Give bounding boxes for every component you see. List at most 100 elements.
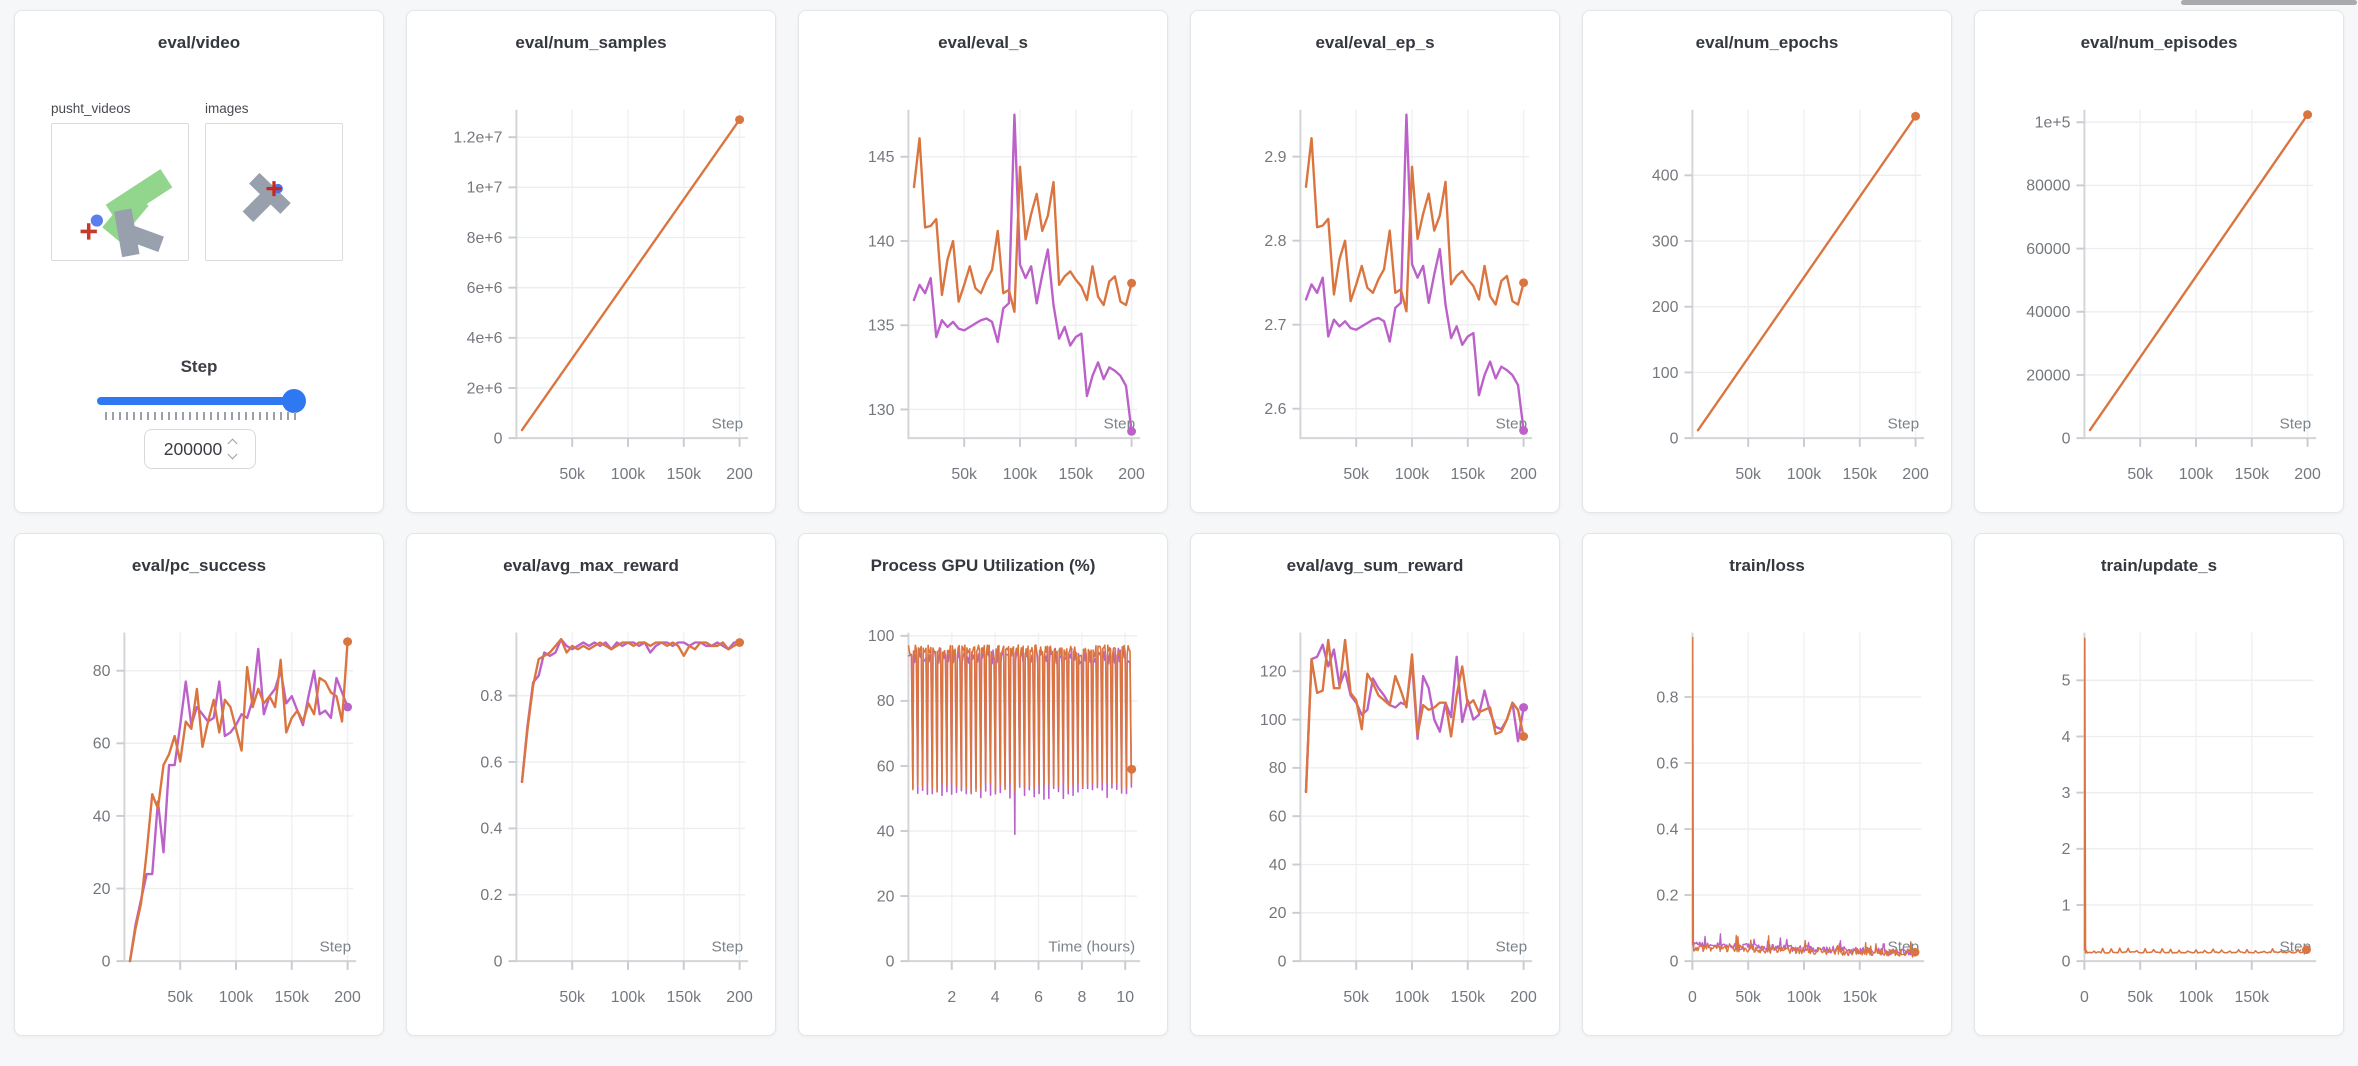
chart-svg: 50k 100k 150k 200 0 20 40 60 80 Step	[93, 632, 361, 1006]
x-tick-labels: 50k 100k 150k 200	[559, 961, 753, 1006]
x-tick-labels: 50k 100k 150k 200	[167, 961, 361, 1006]
purple-run-line-end-dot	[1127, 427, 1137, 436]
panel-title: Process GPU Utilization (%)	[870, 556, 1096, 575]
panel-title: train/loss	[1729, 556, 1805, 575]
step-slider[interactable]	[97, 389, 306, 413]
panel-title: eval/num_episodes	[2080, 33, 2238, 52]
orange-run-line	[2083, 637, 2308, 954]
x-tick-label: 150k	[1843, 989, 1878, 1006]
panel-title: eval/pc_success	[131, 556, 267, 575]
x-axis-title: Step	[711, 939, 743, 956]
x-tick-label: 100k	[1003, 466, 1038, 483]
orange-run-line-end-dot	[1910, 947, 1920, 957]
line-chart-train-loss[interactable]: 0 50k 100k 150k 0 0.2 0.4 0.6 0.8 Step	[1583, 584, 1951, 1035]
gridlines	[516, 109, 746, 439]
orange-run-line	[1304, 137, 1525, 313]
line-chart-eval-eval-ep-s[interactable]: 50k 100k 150k 200 2.6 2.7 2.8 2.9 Step	[1191, 61, 1559, 512]
x-tick-label: 150k	[2235, 989, 2270, 1006]
stepper-up-icon[interactable]	[227, 438, 238, 449]
y-tick-label: 4e+6	[467, 330, 503, 347]
line-chart-eval-num-episodes[interactable]: 50k 100k 150k 200 0 20000 40000 60000 80000 1e+5 S…	[1975, 61, 2343, 512]
y-tick-label: 80	[93, 663, 111, 680]
y-tick-label: 100	[1652, 365, 1679, 382]
y-tick-label: 0	[1670, 431, 1679, 448]
panel-process-gpu-utilization: Process GPU Utilization (%) 2 4 6 8 10 0 20 40 6…	[798, 533, 1168, 1036]
y-tick-label: 60	[93, 736, 111, 753]
y-tick-label: 40	[93, 808, 111, 825]
x-tick-label: 8	[1077, 989, 1086, 1006]
x-tick-labels: 50k 100k 150k 200	[559, 438, 753, 483]
orange-run-line-end-dot	[1519, 278, 1529, 288]
x-tick-label: 50k	[1735, 989, 1761, 1006]
line-chart-process-gpu-utilization[interactable]: 2 4 6 8 10 0 20 40 60 80 100 Time (hours)	[799, 584, 1167, 1035]
y-tick-label: 80000	[2026, 178, 2070, 195]
media-label-pusht-videos: pusht_videos	[51, 101, 131, 116]
panel-title: eval/avg_max_reward	[503, 556, 679, 575]
orange-run-line-end-dot	[735, 115, 745, 124]
y-tick-label: 4	[2062, 729, 2071, 746]
x-tick-label: 150k	[275, 989, 310, 1006]
purple-run-line	[1304, 643, 1525, 794]
y-tick-label: 40000	[2026, 304, 2070, 321]
x-tick-label: 6	[1034, 989, 1043, 1006]
y-tick-label: 300	[1652, 234, 1679, 251]
x-tick-label: 200	[1510, 466, 1537, 483]
x-tick-label: 200	[1510, 989, 1537, 1006]
line-chart-eval-num-epochs[interactable]: 50k 100k 150k 200 0 100 200 300 400 Step	[1583, 61, 1951, 512]
media-thumbnail-images[interactable]	[205, 123, 343, 261]
x-tick-label: 200	[2294, 466, 2321, 483]
chart-svg: 50k 100k 150k 200 130 135 140 145 Step	[868, 109, 1145, 483]
y-tick-label: 2	[2062, 841, 2071, 858]
y-tick-label: 60000	[2026, 241, 2070, 258]
purple-run-line	[912, 113, 1133, 433]
orange-run-line	[1696, 115, 1917, 432]
line-chart-eval-avg-max-reward[interactable]: 50k 100k 150k 200 0 0.2 0.4 0.6 0.8 Step	[407, 584, 775, 1035]
y-tick-label: 145	[868, 149, 895, 166]
orange-run-line	[907, 644, 1133, 793]
line-chart-eval-pc-success[interactable]: 50k 100k 150k 200 0 20 40 60 80 Step	[15, 584, 383, 1035]
y-tick-label: 8e+6	[467, 230, 503, 247]
orange-run-line	[1304, 638, 1525, 794]
stepper-down-icon[interactable]	[227, 449, 238, 460]
line-chart-eval-num-samples[interactable]: 50k 100k 150k 200 0 2e+6 4e+6 6e+6 8e+6 1e+7 1.2e+…	[407, 61, 775, 512]
y-tick-labels: 0 20 40 60 80 100 120	[1260, 664, 1301, 970]
y-tick-label: 0	[1670, 954, 1679, 971]
panel-eval-num-epochs: eval/num_epochs 50k 100k 150k 200 0 100 200 300…	[1582, 10, 1952, 513]
y-tick-label: 2.8	[1264, 233, 1286, 250]
x-tick-label: 0	[1688, 989, 1697, 1006]
step-value: 200000	[163, 438, 223, 459]
orange-run-line-end-dot	[2302, 945, 2311, 955]
y-tick-label: 0.6	[1656, 756, 1678, 773]
step-number-input[interactable]: 200000	[144, 429, 256, 469]
y-tick-label: 400	[1652, 168, 1679, 185]
chart-svg: 50k 100k 150k 200 0 20000 40000 60000 80000 1e+5 S…	[2026, 109, 2321, 483]
y-tick-label: 80	[1269, 760, 1287, 777]
y-tick-label: 3	[2062, 785, 2071, 802]
panel-eval-num-episodes: eval/num_episodes 50k 100k 150k 200 0 20000 40…	[1974, 10, 2344, 513]
x-tick-labels: 50k 100k 150k 200	[1735, 438, 1929, 483]
media-thumbnail-pusht-videos[interactable]	[51, 123, 189, 261]
step-slider-thumb[interactable]	[282, 389, 306, 413]
scrollbar-thumb[interactable]	[2181, 0, 2357, 5]
x-axis-title: Step	[2279, 416, 2311, 433]
line-chart-train-update-s[interactable]: 0 50k 100k 150k 0 1 2 3 4 5 Step	[1975, 584, 2343, 1035]
y-tick-label: 0.8	[480, 688, 502, 705]
number-stepper-icon[interactable]	[227, 438, 238, 460]
x-tick-label: 100k	[219, 989, 254, 1006]
panel-title: train/update_s	[2100, 556, 2218, 575]
y-tick-label: 1e+5	[2035, 115, 2071, 132]
line-chart-eval-avg-sum-reward[interactable]: 50k 100k 150k 200 0 20 40 60 80 100 120 Step	[1191, 584, 1559, 1035]
panel-title: eval/num_samples	[515, 33, 667, 52]
line-chart-eval-eval-s[interactable]: 50k 100k 150k 200 130 135 140 145 Step	[799, 61, 1167, 512]
panel-title: eval/eval_s	[938, 33, 1028, 52]
panel-train-loss: train/loss 0 50k 100k 150k 0 0.2 0.4 0.6 0.8 Step	[1582, 533, 1952, 1036]
orange-run-line-end-dot	[1911, 111, 1921, 121]
x-tick-label: 200	[1118, 466, 1145, 483]
x-tick-label: 150k	[667, 466, 702, 483]
video-panel-body: pusht_videos images	[15, 61, 383, 512]
x-tick-label: 100k	[1787, 989, 1822, 1006]
x-tick-label: 50k	[1735, 466, 1761, 483]
y-tick-label: 20	[93, 881, 111, 898]
